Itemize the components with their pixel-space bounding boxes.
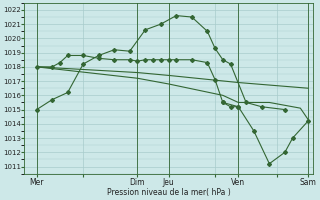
X-axis label: Pression niveau de la mer( hPa ): Pression niveau de la mer( hPa )	[107, 188, 230, 197]
